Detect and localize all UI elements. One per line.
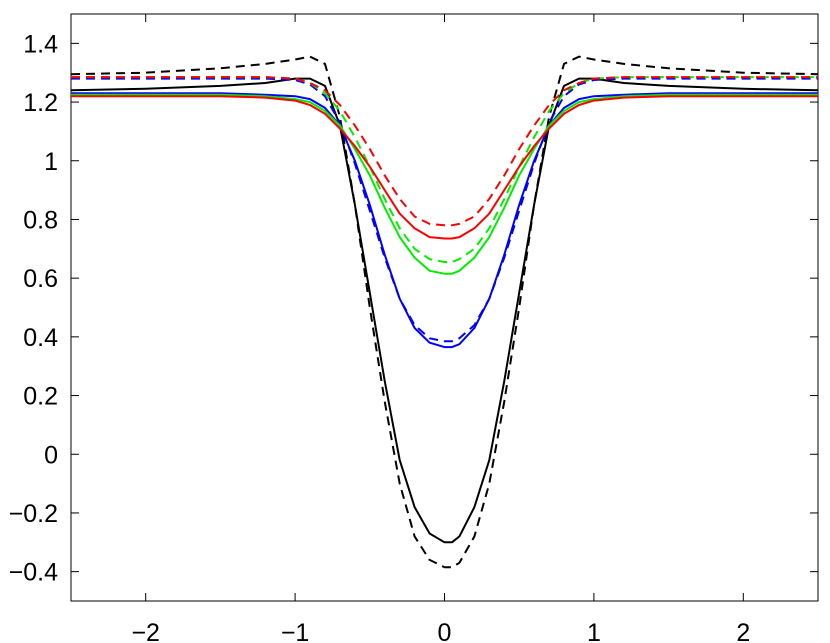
y-tick-label: 0.6 bbox=[23, 265, 58, 293]
series-group bbox=[70, 55, 819, 569]
series-line-6 bbox=[71, 76, 818, 263]
y-tick-label: −0.2 bbox=[9, 500, 58, 528]
plot-area-frame bbox=[70, 13, 819, 602]
y-tick-label: 1 bbox=[44, 148, 58, 176]
y-tick-label: −0.4 bbox=[9, 559, 58, 587]
x-tick-label: −2 bbox=[131, 619, 160, 643]
series-line-1 bbox=[70, 77, 819, 544]
y-tick-label: 0.4 bbox=[23, 324, 58, 352]
y-tick-label: 1.2 bbox=[23, 89, 58, 117]
series-line-5 bbox=[71, 93, 818, 275]
x-tick-label: −1 bbox=[281, 619, 310, 643]
series-line-2 bbox=[70, 55, 819, 569]
y-tick-label: 0.8 bbox=[23, 206, 58, 234]
y-tick-label: 0.2 bbox=[23, 383, 58, 411]
x-tick-label: 2 bbox=[736, 619, 750, 643]
x-tick-label: 0 bbox=[438, 619, 452, 643]
x-tick-label: 1 bbox=[587, 619, 601, 643]
series-line-4 bbox=[71, 77, 818, 343]
series-line-3 bbox=[71, 92, 818, 349]
series-line-8 bbox=[71, 76, 818, 227]
tick-labels: −2 −1 0 1 2 −0.4 −0.2 0 0.2 0.4 0.6 0.8 1 1.2 1.4 bbox=[9, 30, 751, 643]
y-tick-label: 1.4 bbox=[23, 30, 58, 58]
axis-ticks bbox=[71, 14, 818, 601]
series-line-7 bbox=[71, 95, 818, 240]
y-tick-label: 0 bbox=[44, 441, 58, 469]
